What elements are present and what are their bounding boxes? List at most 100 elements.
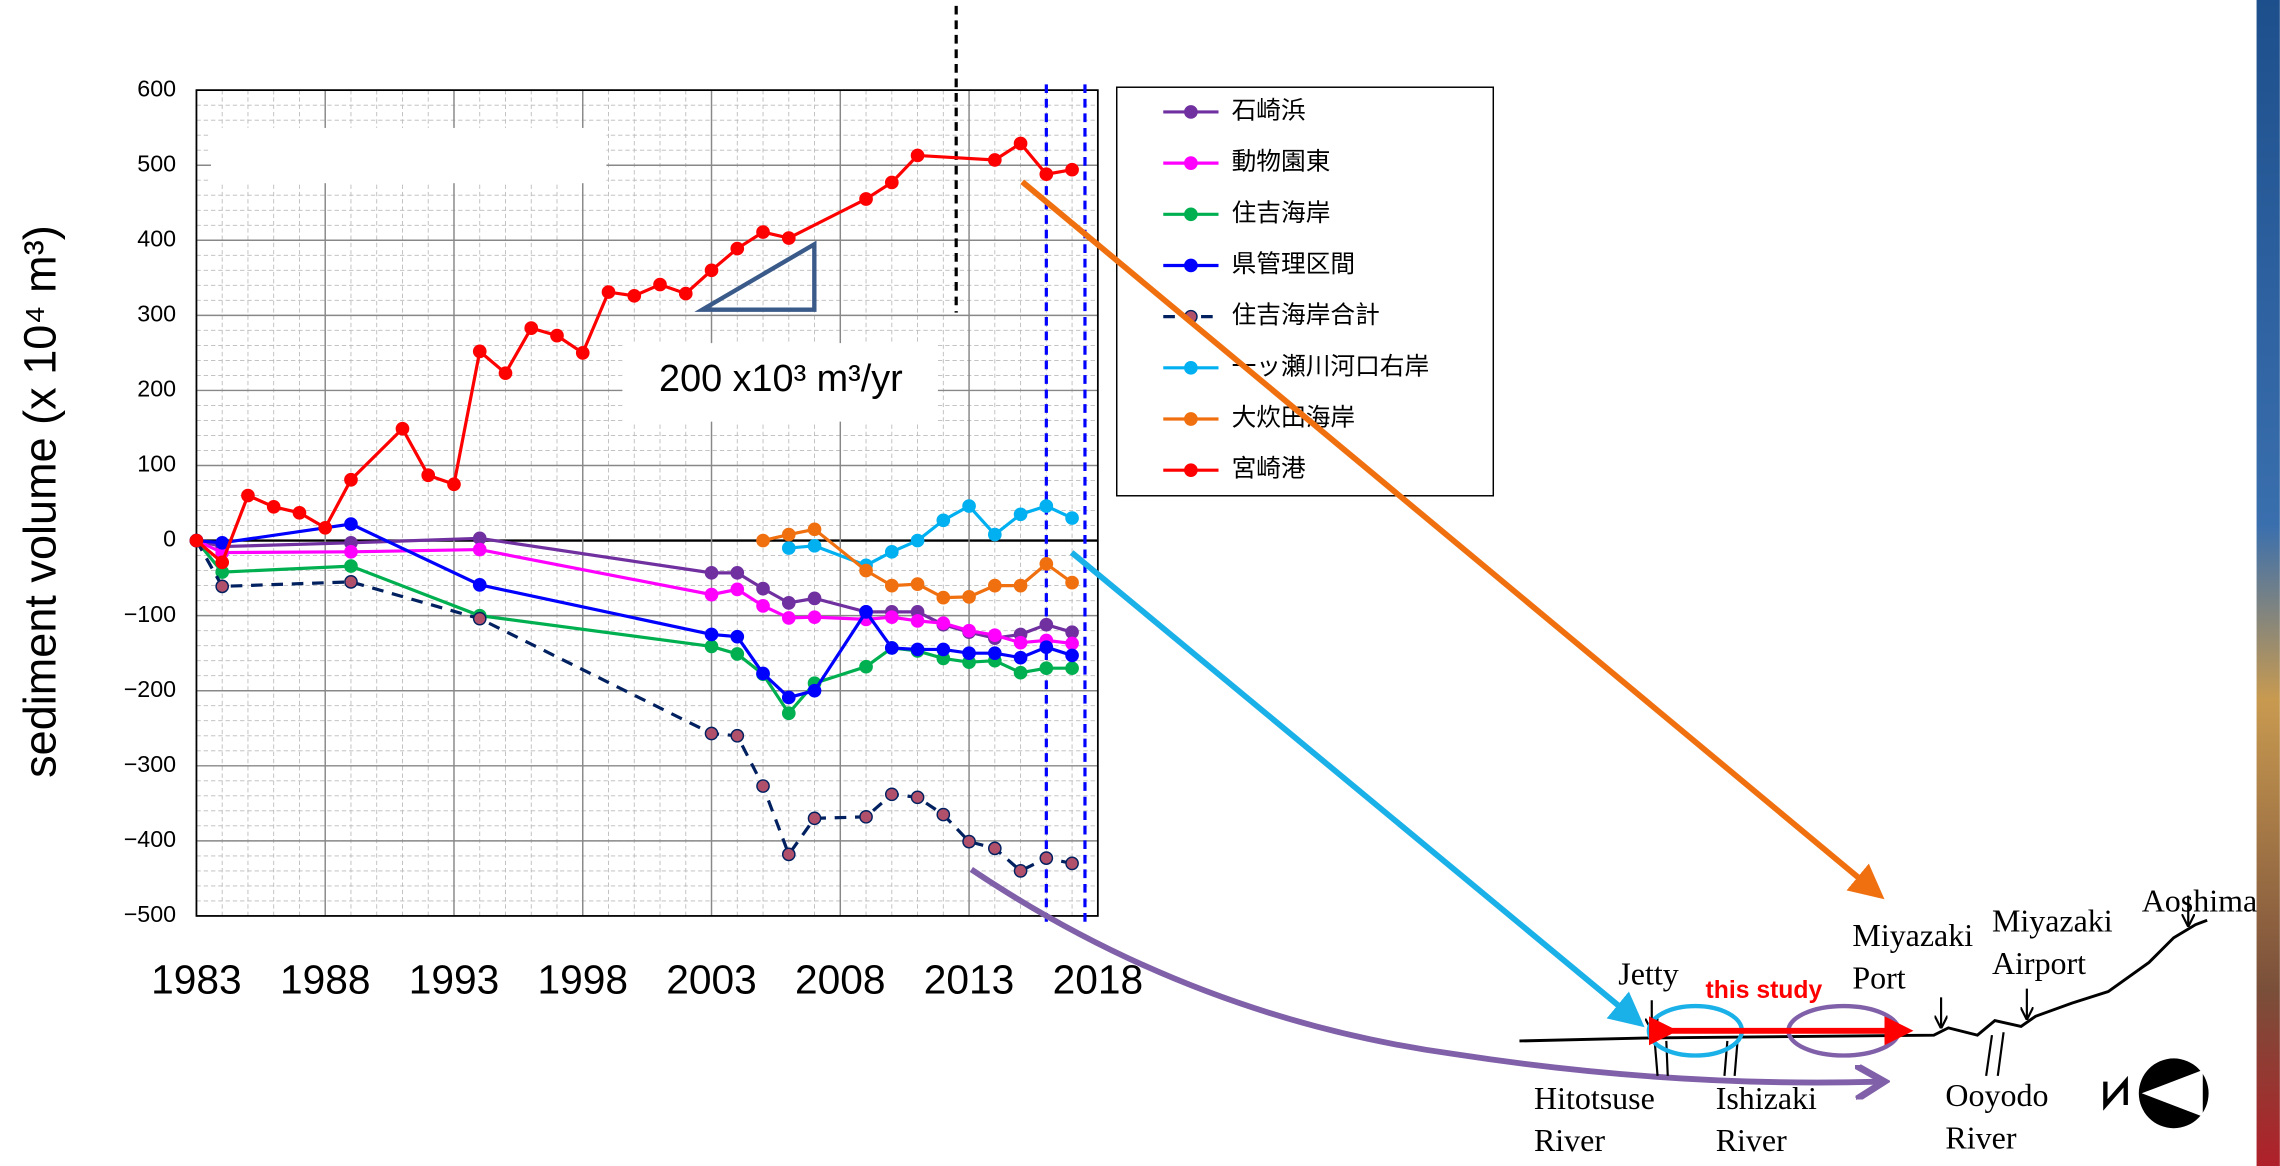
data-point (962, 590, 976, 604)
data-point (884, 787, 899, 802)
data-point (987, 628, 1002, 642)
map-label-line: Miyazaki (1852, 919, 1973, 954)
data-point (756, 225, 770, 239)
x-tick-label: 2013 (924, 957, 1015, 1003)
data-point (884, 578, 899, 593)
data-point (1065, 636, 1079, 651)
data-point (910, 642, 925, 657)
data-point (318, 520, 333, 535)
data-point (962, 623, 976, 638)
data-point (962, 499, 976, 513)
data-point (936, 513, 951, 528)
data-point (1065, 648, 1079, 663)
x-tick-label: 1998 (537, 957, 628, 1003)
data-point (472, 344, 487, 359)
y-tick-label: 500 (137, 150, 176, 176)
data-point (859, 659, 873, 674)
data-point (550, 328, 564, 343)
annotation: 200 x10³ m³/yr (659, 358, 903, 400)
data-point (859, 192, 873, 206)
arrow-port (1020, 179, 1885, 900)
legend-box (1116, 86, 1495, 497)
data-point (781, 611, 796, 625)
y-tick-label: 600 (137, 75, 176, 101)
data-point (292, 505, 307, 520)
map-label-line: Airport (1992, 946, 2086, 981)
north-letter (2103, 1075, 2128, 1111)
data-point (859, 563, 873, 578)
data-point (704, 566, 719, 580)
x-tick-label: 2018 (1053, 957, 1144, 1003)
map-label-line: River (1716, 1124, 1787, 1159)
data-point (807, 683, 822, 698)
x-tick-label: 1993 (409, 957, 500, 1003)
data-point (987, 527, 1002, 542)
data-point (704, 627, 719, 642)
data-point (910, 790, 925, 805)
y-tick-label: −300 (124, 751, 176, 777)
data-point (215, 555, 230, 570)
map-label-line: Miyazaki (1992, 904, 2113, 939)
data-point (1039, 661, 1054, 676)
data-point (344, 472, 358, 487)
data-point (987, 153, 1002, 167)
data-point (266, 499, 281, 514)
map-label-line: Ishizaki (1716, 1081, 1817, 1116)
legend-label: 宮崎港 (1232, 455, 1306, 483)
legend-marker (1184, 258, 1198, 273)
data-point (807, 538, 822, 553)
data-point (653, 277, 667, 292)
data-point (678, 286, 693, 301)
data-point (781, 527, 796, 542)
x-tick-label: 1988 (280, 957, 371, 1003)
data-point (1039, 557, 1054, 571)
data-point (910, 577, 925, 591)
map-label: Jetty (1618, 956, 1678, 991)
overlay (969, 179, 1885, 1083)
data-point (781, 541, 796, 555)
x-tick-label: 2008 (795, 957, 886, 1003)
data-point (575, 346, 590, 360)
data-point (987, 841, 1002, 856)
rivers (1653, 1032, 2005, 1077)
legend-label: 動物園東 (1232, 148, 1331, 176)
data-point (472, 531, 487, 546)
data-point (1065, 575, 1079, 590)
data-point (936, 590, 951, 605)
data-point (344, 575, 358, 589)
x-tick-label: 1983 (151, 957, 242, 1003)
data-point (730, 566, 745, 580)
legend-marker (1184, 412, 1198, 426)
data-point (447, 477, 461, 492)
y-tick-label: 100 (137, 451, 176, 477)
data-point (910, 533, 925, 548)
data-point (1039, 167, 1054, 182)
data-point (1065, 162, 1079, 177)
data-point (472, 611, 487, 626)
data-point (910, 148, 925, 163)
map-label: Ooyodo River (1945, 1078, 2048, 1155)
map-label: Miyazaki Airport (1992, 904, 2113, 981)
data-point (472, 542, 487, 557)
data-point (884, 545, 899, 559)
legend-marker (1184, 207, 1198, 222)
data-point (807, 591, 822, 606)
data-point (241, 488, 255, 503)
data-point (884, 175, 899, 190)
data-point (1065, 661, 1079, 676)
map-label-line: River (1945, 1121, 2016, 1156)
data-point (1039, 640, 1054, 655)
plot-area: −500 −400 −300 −200 −100 0 100 200 300 400 500 600 1… (15, 5, 1495, 1003)
data-point (472, 578, 487, 592)
data-point (189, 533, 204, 548)
data-point (807, 610, 822, 624)
data-point (987, 646, 1002, 661)
data-point (601, 285, 616, 299)
map-label-line: River (1534, 1124, 1605, 1159)
data-point (884, 610, 899, 624)
data-point (704, 263, 719, 278)
coastline (1519, 918, 2208, 1043)
data-point (781, 690, 796, 705)
data-point (936, 642, 951, 657)
